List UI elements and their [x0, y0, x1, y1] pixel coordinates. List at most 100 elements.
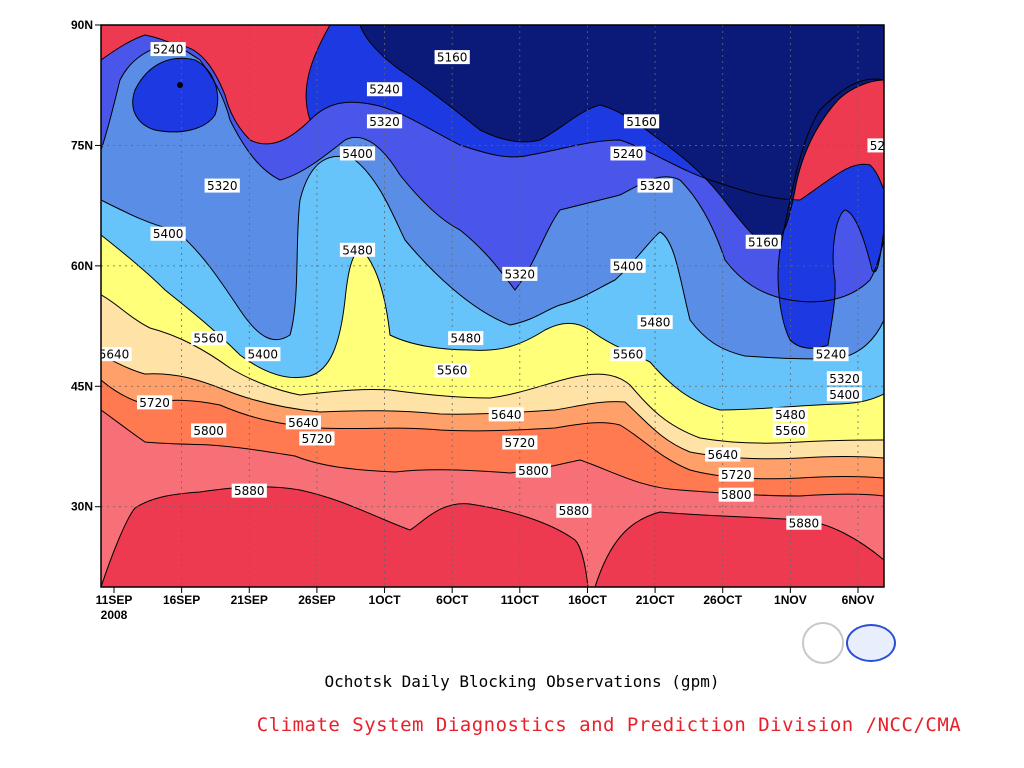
contour-label-bg [150, 42, 186, 57]
contour-label-bg [637, 178, 673, 193]
x-tick-label: 26OCT [703, 593, 742, 607]
contour-label-bg [366, 82, 403, 97]
contour-label-text: 5560 [775, 424, 806, 438]
contour-label: 5480 [339, 242, 376, 257]
low-center-marker [177, 82, 183, 88]
contour-label-bg [339, 146, 376, 161]
contour-label-bg [150, 226, 186, 241]
contour-label-text: 5400 [342, 147, 373, 161]
contour-label-bg [610, 258, 646, 273]
contour-label-bg [623, 114, 660, 129]
contour-label-text: 5720 [302, 432, 333, 446]
contour-label: 5240 [610, 146, 646, 161]
ncc-logo [846, 624, 896, 662]
contour-label-bg [502, 266, 538, 281]
contour-label-bg [434, 50, 470, 65]
contour-label-bg [637, 315, 673, 330]
contour-label: 5160 [623, 114, 660, 129]
plot-frame [100, 24, 885, 588]
contour-label-text: 5240 [613, 147, 644, 161]
contour-label-text: 5400 [829, 388, 860, 402]
x-tick-label: 16SEP [163, 593, 200, 607]
contour-label-text: 5400 [613, 259, 644, 273]
band-5800-5880 [101, 410, 884, 587]
contour-label-bg [434, 363, 470, 378]
contour-label-bg [867, 138, 884, 153]
contour-label-text: 5320 [369, 115, 400, 129]
contour-label-text: 5480 [342, 243, 373, 257]
contour-label-text: 5720 [721, 468, 752, 482]
contour-label-text: 5400 [153, 227, 184, 241]
contour-label-text: 5320 [505, 267, 536, 281]
contour-label: 5800 [191, 423, 227, 438]
contour-label-text: 5160 [437, 51, 468, 65]
contour-label-bg [705, 447, 741, 462]
x-axis: 11SEP 16SEP 21SEP 26SEP 1OCT 6OCT 11OCT 16OCT 21… [96, 587, 875, 607]
y-tick-label: 90N [71, 18, 93, 32]
band-below-5160 [360, 25, 884, 245]
band-5560-5640 [101, 295, 884, 459]
contour-label: 5240 [150, 42, 186, 57]
contour-label: 5880 [786, 515, 822, 530]
contour-label-text: 5800 [193, 424, 224, 438]
contour-label-bg [826, 387, 863, 402]
contour-label-bg [745, 234, 781, 249]
contour-label-bg [191, 423, 227, 438]
contour-label-text: 5160 [626, 115, 657, 129]
contour-label: 5160 [745, 234, 781, 249]
contour-label: 5320 [637, 178, 673, 193]
contour-label: 5400 [150, 226, 186, 241]
bcc-logo [802, 622, 844, 664]
y-tick-label: 60N [71, 259, 93, 273]
contour-label-text: 5240 [870, 139, 901, 153]
contour-label-bg [204, 178, 240, 193]
contour-label-bg [101, 347, 132, 362]
contour-label-text: 5800 [518, 464, 549, 478]
contour-label-text: 5720 [505, 436, 536, 450]
contour-label: 5400 [339, 146, 376, 161]
contour-label-bg [786, 515, 822, 530]
x-tick-label: 6NOV [842, 593, 875, 607]
contour-label-bg [299, 431, 335, 446]
contour-labels: 5240 5160 5240 5160 5320 5240 5240 5400 5320 5320… [101, 42, 901, 530]
contour-label-text: 5640 [491, 408, 522, 422]
y-tick-label: 75N [71, 138, 93, 152]
contour-label: 5640 [101, 347, 132, 362]
contour-label-text: 5800 [721, 488, 752, 502]
plot-area: 5240 5160 5240 5160 5320 5240 5240 5400 5320 5320… [101, 25, 901, 587]
contour-label-text: 5560 [193, 332, 224, 346]
contour-label: 5320 [502, 266, 538, 281]
band-5240-5320 [101, 35, 884, 302]
contour-label-bg [556, 503, 592, 518]
x-tick-label: 16OCT [568, 593, 607, 607]
contour-label-text: 5640 [707, 448, 738, 462]
contour-label-text: 5240 [369, 83, 400, 97]
contour-label: 5640 [705, 447, 741, 462]
contour-label-bg [136, 395, 173, 410]
y-tick-label: 30N [71, 500, 93, 514]
contour-label-text: 5480 [640, 316, 671, 330]
contour-label-bg [366, 114, 403, 129]
contour-label-bg [826, 371, 863, 386]
contour-label-text: 5320 [829, 372, 860, 386]
contour-label-bg [515, 463, 551, 478]
contour-label: 5880 [556, 503, 592, 518]
contour-label: 5480 [448, 331, 484, 346]
contour-label-bg [718, 487, 754, 502]
x-tick-label: 21SEP [231, 593, 268, 607]
contour-label-bg [448, 331, 484, 346]
contour-label: 5320 [826, 371, 863, 386]
contour-label-bg [191, 331, 227, 346]
y-axis: 30N 45N 60N 75N 90N [71, 18, 101, 514]
contour-label-text: 5640 [288, 416, 319, 430]
chart-title: Ochotsk Daily Blocking Observations (gpm… [324, 672, 720, 691]
contour-label: 5800 [515, 463, 551, 478]
x-tick-label: 1OCT [369, 593, 402, 607]
contour-label: 5400 [245, 347, 281, 362]
contour-label: 5400 [826, 387, 863, 402]
contour-label-bg [772, 407, 808, 422]
contour-label-bg [813, 347, 849, 362]
contour-label-text: 5400 [248, 348, 279, 362]
contour-label-text: 5160 [748, 235, 779, 249]
